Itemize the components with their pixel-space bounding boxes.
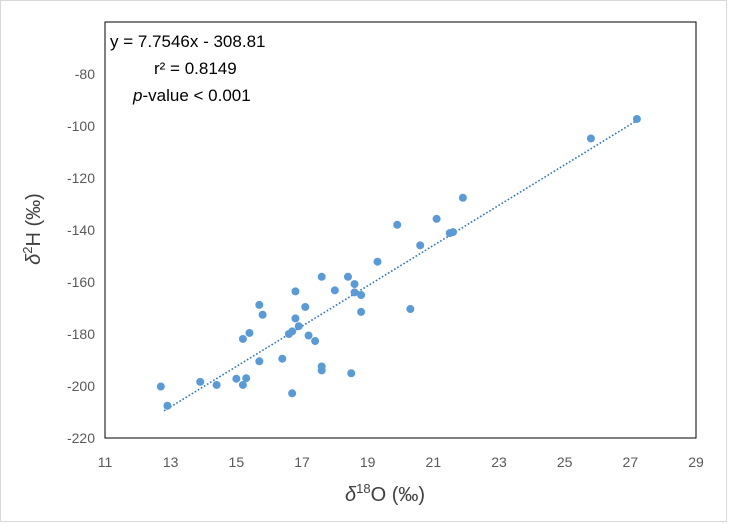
x-tick-label: 19	[360, 454, 376, 470]
data-point	[373, 257, 382, 266]
p-value-rest: -value < 0.001	[142, 86, 250, 105]
marks-layer: 11 13 15 17 19 21 23 25 27 29 -80 -100 -120 -140 -160 -…	[67, 21, 704, 470]
x-tick-label: 11	[98, 454, 113, 470]
data-point	[311, 337, 320, 346]
x-tick-label: 15	[229, 454, 245, 470]
data-point	[357, 307, 366, 316]
data-point	[242, 374, 251, 383]
y-axis-title-sup: 2	[20, 246, 35, 253]
data-point	[317, 366, 326, 375]
data-point	[343, 272, 352, 281]
y-tick-label: -180	[67, 326, 95, 342]
data-point	[449, 228, 458, 237]
data-point	[255, 300, 264, 309]
y-tick-label: -100	[67, 118, 95, 134]
data-point	[232, 374, 241, 383]
x-axis-title-prefix: δ	[345, 484, 357, 506]
trendline	[163, 119, 638, 412]
x-axis-title-suffix: O (‰)	[371, 484, 425, 506]
r-squared-annotation: r² = 0.8149	[154, 59, 237, 78]
data-point	[586, 134, 595, 143]
x-tick-label: 21	[426, 454, 442, 470]
data-point	[291, 314, 300, 323]
y-tick-label: -80	[75, 66, 95, 82]
data-point	[238, 380, 247, 389]
data-point	[278, 354, 287, 363]
data-point	[304, 331, 313, 340]
x-tick-label: 13	[163, 454, 179, 470]
equation-annotation: y = 7.7546x - 308.81	[110, 32, 265, 51]
data-point	[238, 334, 247, 343]
y-axis-title-prefix: δ	[23, 253, 45, 265]
x-axis-title: δ18O (‰)	[345, 481, 425, 506]
data-point	[317, 272, 326, 281]
data-point	[301, 302, 310, 311]
data-point	[432, 214, 441, 223]
x-tick-label: 23	[491, 454, 507, 470]
y-tick-label: -160	[67, 274, 95, 290]
data-point	[350, 288, 359, 297]
data-point	[212, 380, 221, 389]
data-point	[163, 401, 172, 410]
y-axis-title: δ2H (‰)	[20, 193, 45, 265]
data-point	[357, 291, 366, 299]
y-tick-label: -140	[67, 222, 95, 238]
y-tick-label: -200	[67, 378, 95, 394]
data-point	[196, 377, 205, 386]
data-point	[632, 114, 641, 123]
annotation-layer: y = 7.7546x - 308.81 r² = 0.8149 p-value…	[110, 32, 265, 105]
p-value-annotation: p-value < 0.001	[132, 86, 251, 105]
y-axis-title-suffix: H (‰)	[23, 193, 45, 246]
data-point	[458, 193, 467, 202]
data-point	[245, 328, 254, 337]
x-axis-title-sup: 18	[356, 481, 370, 496]
x-tick-label: 17	[294, 454, 310, 470]
data-point	[330, 286, 339, 295]
data-point	[347, 369, 356, 378]
data-point	[255, 357, 264, 366]
y-tick-label: -220	[67, 430, 95, 446]
p-value-italic: p	[132, 86, 142, 105]
y-tick-label: -120	[67, 170, 95, 186]
data-point	[406, 305, 415, 314]
data-point	[291, 287, 300, 296]
data-point	[288, 389, 297, 398]
data-point	[350, 280, 359, 289]
x-tick-label: 29	[688, 454, 704, 470]
data-point	[294, 322, 303, 331]
data-point	[393, 220, 402, 229]
data-point	[258, 310, 267, 319]
x-tick-label: 27	[623, 454, 639, 470]
data-point	[288, 327, 297, 336]
plot-area-border	[104, 21, 697, 439]
data-point	[416, 241, 425, 250]
x-tick-label: 25	[557, 454, 573, 470]
data-point	[156, 382, 165, 391]
